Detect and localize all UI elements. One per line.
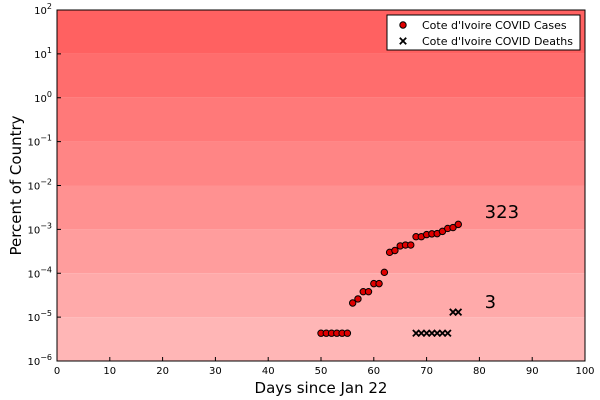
y-axis-title: Percent of Country — [7, 115, 25, 255]
background-band — [57, 53, 585, 98]
y-tick-label: 10−3 — [27, 221, 52, 236]
case-point — [375, 279, 383, 288]
background-bands — [57, 10, 585, 361]
x-tick-label: 90 — [526, 366, 539, 377]
background-band — [57, 273, 585, 318]
case-point — [364, 287, 373, 296]
y-tick-label: 10−1 — [27, 134, 52, 149]
case-point — [343, 329, 352, 337]
x-tick-label: 20 — [156, 366, 169, 377]
y-axis: 10−6 10−5 10−4 10−3 10−2 10−1 100 101 102 — [27, 2, 61, 368]
legend-box — [386, 14, 581, 51]
legend-label: Cote d'Ivoire COVID Cases — [422, 19, 567, 32]
case-point — [449, 223, 457, 232]
y-tick-label: 101 — [34, 46, 52, 61]
case-point — [348, 299, 357, 307]
x-axis: 0 10 20 30 40 50 60 70 80 90 100 — [54, 357, 595, 377]
background-band — [57, 141, 585, 186]
series-layer — [317, 220, 463, 338]
annotation-label: 323 — [485, 202, 519, 223]
series-cases — [317, 220, 462, 337]
y-tick-label: 100 — [34, 90, 52, 105]
series-deaths — [412, 308, 463, 338]
x-tick-label: 0 — [54, 366, 60, 377]
x-tick-label: 50 — [315, 366, 328, 377]
case-point — [354, 295, 362, 303]
x-tick-label: 60 — [367, 366, 380, 377]
y-tick-label: 102 — [34, 2, 52, 17]
y-tick-label: 10−4 — [27, 265, 52, 280]
legend-marker — [399, 21, 407, 29]
x-tick-label: 30 — [209, 366, 222, 377]
background-band — [57, 229, 585, 274]
case-point — [454, 220, 462, 229]
x-tick-label: 80 — [473, 366, 486, 377]
background-band — [57, 317, 585, 361]
death-point — [443, 329, 452, 338]
background-band — [57, 97, 585, 142]
y-tick-label: 10−6 — [27, 353, 52, 368]
case-point — [391, 246, 399, 255]
y-tick-label: 10−5 — [27, 309, 52, 324]
legend-marker — [399, 37, 407, 45]
annotation-label: 3 — [485, 292, 496, 313]
x-tick-label: 70 — [420, 366, 433, 377]
death-point — [454, 308, 463, 316]
x-tick-label: 100 — [575, 366, 594, 377]
x-tick-label: 40 — [262, 366, 275, 377]
legend: Cote d'Ivoire COVID Cases Cote d'Ivoire C… — [386, 14, 581, 51]
marker-stroke — [443, 329, 452, 338]
marker-stroke — [454, 308, 463, 316]
marker-stroke — [399, 37, 407, 45]
background-band — [57, 185, 585, 230]
x-axis-title: Days since Jan 22 — [255, 379, 388, 397]
case-point — [407, 241, 415, 249]
case-point — [380, 268, 389, 277]
y-tick-label: 10−2 — [27, 178, 52, 193]
annotations: 323 3 — [485, 202, 519, 313]
x-tick-label: 10 — [103, 366, 116, 377]
legend-label: Cote d'Ivoire COVID Deaths — [422, 35, 573, 48]
